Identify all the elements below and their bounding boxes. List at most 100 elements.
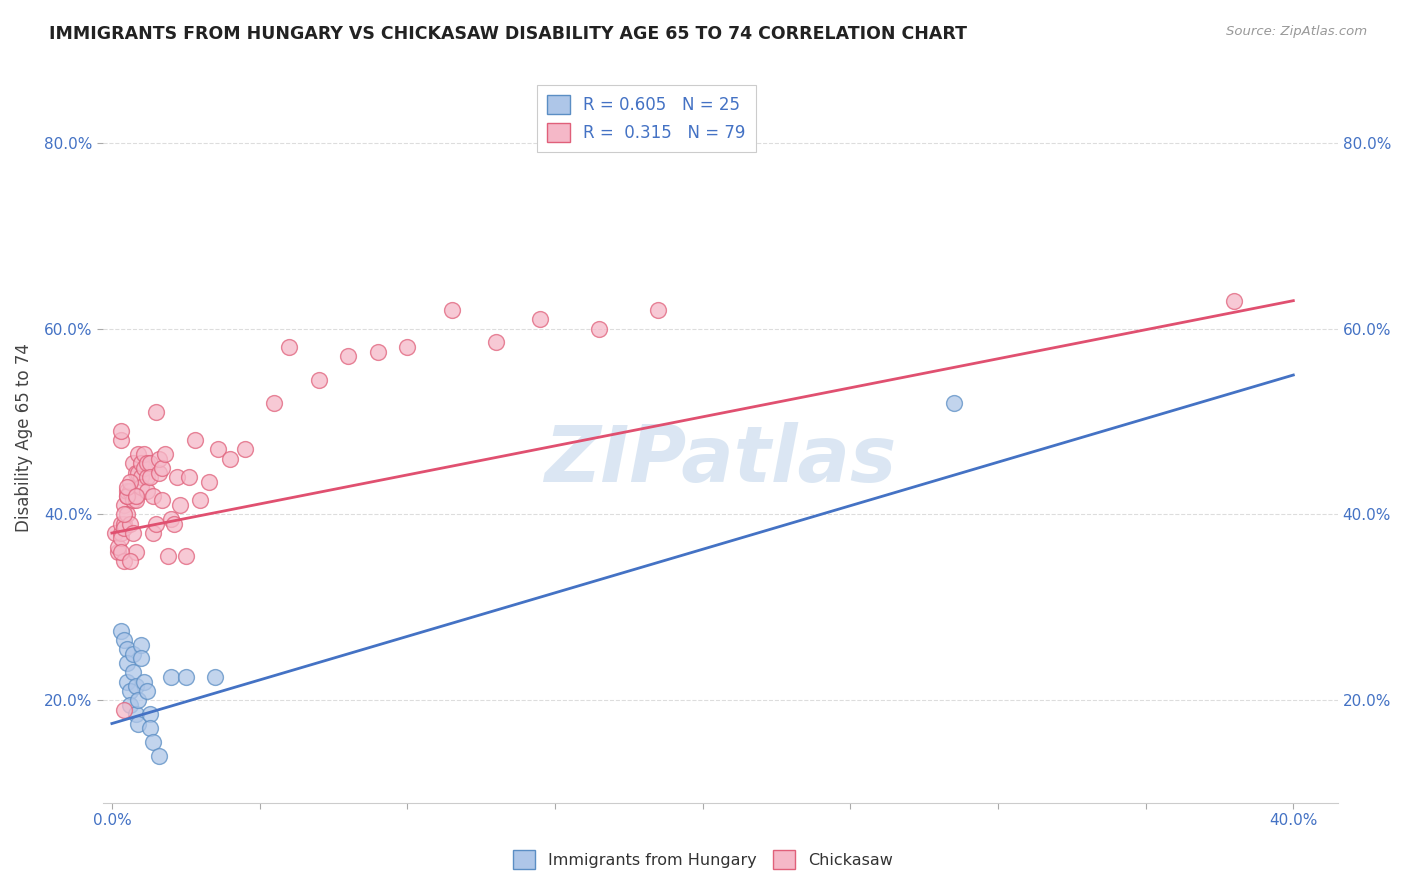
Point <box>183 433 205 447</box>
Point <box>115 674 138 689</box>
Point <box>367 344 389 359</box>
Point <box>396 340 419 354</box>
Point <box>145 405 167 419</box>
Point <box>529 312 551 326</box>
Point <box>174 549 197 564</box>
Point <box>148 749 170 764</box>
Point <box>485 335 508 350</box>
Point <box>131 470 153 484</box>
Point <box>121 665 143 680</box>
Legend: Immigrants from Hungary, Chickasaw: Immigrants from Hungary, Chickasaw <box>506 844 900 875</box>
Point <box>124 544 146 558</box>
Point <box>131 479 153 493</box>
Point <box>169 498 191 512</box>
Text: ZIPatlas: ZIPatlas <box>544 422 897 498</box>
Point <box>190 493 212 508</box>
Point <box>118 484 141 499</box>
Point <box>110 516 132 531</box>
Point <box>131 638 153 652</box>
Point <box>115 642 138 657</box>
Point <box>115 508 138 522</box>
Point <box>136 684 159 698</box>
Point <box>107 540 129 554</box>
Text: IMMIGRANTS FROM HUNGARY VS CHICKASAW DISABILITY AGE 65 TO 74 CORRELATION CHART: IMMIGRANTS FROM HUNGARY VS CHICKASAW DIS… <box>49 25 967 43</box>
Point <box>233 442 256 457</box>
Point <box>110 433 132 447</box>
Point <box>118 698 141 712</box>
Point <box>153 447 176 461</box>
Point <box>131 651 153 665</box>
Point <box>134 674 156 689</box>
Point <box>150 461 173 475</box>
Point <box>166 470 188 484</box>
Point <box>588 321 610 335</box>
Point <box>118 516 141 531</box>
Point <box>204 670 226 684</box>
Point <box>142 526 165 541</box>
Point <box>124 493 146 508</box>
Point <box>139 470 162 484</box>
Point <box>124 489 146 503</box>
Point <box>110 526 132 541</box>
Point <box>148 466 170 480</box>
Point <box>112 508 135 522</box>
Point <box>127 693 149 707</box>
Point <box>104 526 127 541</box>
Legend: R = 0.605   N = 25, R =  0.315   N = 79: R = 0.605 N = 25, R = 0.315 N = 79 <box>537 85 756 152</box>
Point <box>115 656 138 670</box>
Point <box>112 554 135 568</box>
Point <box>136 484 159 499</box>
Point <box>121 526 143 541</box>
Point <box>124 707 146 722</box>
Point <box>112 516 135 531</box>
Point <box>263 396 285 410</box>
Point <box>112 703 135 717</box>
Point <box>156 549 179 564</box>
Point <box>278 340 301 354</box>
Point <box>112 498 135 512</box>
Point <box>219 451 242 466</box>
Point <box>150 493 173 508</box>
Point <box>115 479 138 493</box>
Point <box>440 302 463 317</box>
Point <box>131 456 153 470</box>
Point <box>107 544 129 558</box>
Point <box>134 461 156 475</box>
Point <box>127 716 149 731</box>
Point <box>139 456 162 470</box>
Point <box>198 475 221 489</box>
Point <box>115 489 138 503</box>
Y-axis label: Disability Age 65 to 74: Disability Age 65 to 74 <box>15 343 32 533</box>
Point <box>127 466 149 480</box>
Point <box>139 707 162 722</box>
Point <box>136 470 159 484</box>
Point <box>337 350 360 364</box>
Point <box>174 670 197 684</box>
Point <box>121 456 143 470</box>
Point <box>1223 293 1246 308</box>
Point <box>118 554 141 568</box>
Point <box>115 484 138 499</box>
Point <box>145 516 167 531</box>
Point <box>115 489 138 503</box>
Point <box>118 684 141 698</box>
Text: Source: ZipAtlas.com: Source: ZipAtlas.com <box>1226 25 1367 38</box>
Point <box>124 489 146 503</box>
Point <box>121 647 143 661</box>
Point <box>110 531 132 545</box>
Point <box>142 735 165 749</box>
Point <box>124 679 146 693</box>
Point <box>121 493 143 508</box>
Point <box>110 544 132 558</box>
Point <box>163 516 186 531</box>
Point <box>112 521 135 535</box>
Point <box>148 451 170 466</box>
Point <box>308 373 330 387</box>
Point <box>647 302 669 317</box>
Point <box>110 624 132 638</box>
Point <box>112 632 135 647</box>
Point <box>207 442 229 457</box>
Point <box>124 466 146 480</box>
Point <box>942 396 965 410</box>
Point <box>139 721 162 735</box>
